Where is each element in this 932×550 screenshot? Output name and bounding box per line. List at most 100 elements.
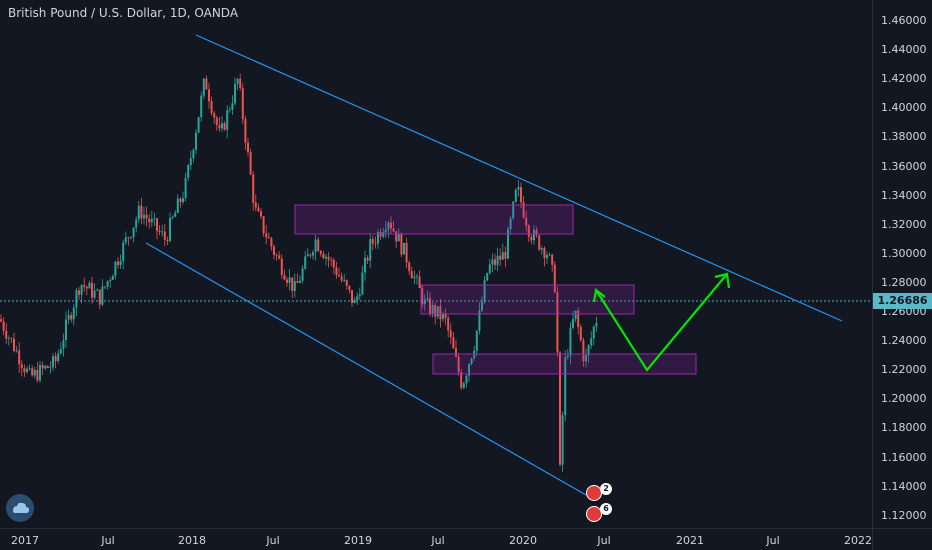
candle-body [65, 319, 67, 341]
candle-body [96, 289, 99, 291]
tradingview-cloud-icon[interactable] [6, 494, 34, 522]
candle-body [26, 368, 28, 373]
candle-body [72, 307, 75, 320]
candle-body [182, 198, 184, 202]
price-tick-label: 1.44000 [881, 43, 927, 57]
time-axis[interactable]: 2017 Jul 2018 Jul 2019 Jul 2020 Jul 2021 Jul 2022 [0, 528, 872, 550]
candle-body [361, 272, 364, 295]
candle-body [403, 242, 405, 255]
candle-body [231, 103, 234, 110]
candle-body [205, 78, 208, 90]
candle-body [80, 285, 83, 295]
candle-body [156, 218, 158, 231]
candle-body [239, 79, 242, 89]
candle-body [46, 365, 49, 368]
candle-body [439, 306, 442, 320]
candle-body [366, 257, 369, 261]
candle-body [78, 290, 80, 295]
candle-body [533, 229, 535, 241]
candle-body [559, 352, 561, 465]
projection-arrow-path[interactable] [595, 273, 728, 372]
candle-body [20, 364, 23, 369]
candle-body [75, 290, 78, 308]
price-axis[interactable]: 1.46000 1.44000 1.42000 1.40000 1.38000 1.360… [872, 0, 932, 528]
candle-body [143, 214, 145, 219]
candle-body [150, 218, 153, 223]
candle-body [41, 364, 44, 369]
candle-body [124, 237, 127, 243]
candle-body [478, 310, 481, 331]
time-tick-label: 2017 [11, 534, 39, 547]
candle-body [39, 364, 41, 381]
candle-body [109, 279, 112, 282]
candle-body [335, 267, 338, 276]
candle-body [390, 222, 392, 229]
candle-body [119, 261, 122, 265]
candle-body [400, 234, 403, 255]
candle-body [221, 123, 223, 129]
supply-zone-middle[interactable] [420, 284, 635, 315]
demand-zone-lower[interactable] [432, 353, 697, 375]
candle-body [265, 233, 268, 238]
candle-body [345, 280, 348, 286]
candle-body [135, 219, 138, 228]
projection-arrowhead-start [592, 287, 606, 303]
candle-body [273, 246, 275, 255]
candle-body [421, 288, 424, 305]
price-tick-label: 1.20000 [881, 392, 927, 406]
candle-body [418, 276, 421, 289]
candle-body [504, 252, 507, 259]
candle-body [174, 212, 177, 217]
candle-body [564, 357, 567, 416]
candle-body [293, 281, 296, 291]
time-tick-label: 2019 [344, 534, 372, 547]
upper-trendline[interactable] [195, 34, 843, 322]
candle-body [278, 255, 281, 259]
candle-body [319, 251, 322, 254]
candle-body [15, 350, 18, 352]
candle-body [595, 322, 598, 327]
candle-body [465, 375, 468, 384]
candle-body [574, 310, 577, 320]
symbol-title[interactable]: British Pound / U.S. Dollar, 1D, OANDA [8, 6, 239, 20]
candle-body [236, 79, 239, 84]
candle-body [340, 276, 343, 281]
candle-body [254, 202, 257, 208]
candle-body [496, 255, 499, 265]
candle-body [13, 338, 15, 352]
candle-body [247, 142, 249, 152]
candle-body [530, 236, 533, 241]
candle-body [358, 294, 361, 297]
supply-zone-upper[interactable] [294, 204, 574, 235]
candle-body [538, 235, 541, 250]
axis-corner [872, 528, 932, 550]
candle-body [364, 257, 366, 273]
candle-body [397, 234, 400, 242]
candle-body [59, 348, 62, 354]
candle-body [473, 350, 476, 359]
candle-body [374, 243, 377, 245]
candle-body [98, 289, 101, 305]
ideas-badge-icon[interactable] [586, 506, 602, 522]
candle-body [582, 340, 585, 362]
candle-body [33, 369, 36, 376]
candle-body [577, 310, 580, 327]
candle-body [509, 218, 512, 229]
candle-body [286, 279, 288, 283]
candle-body [0, 319, 2, 322]
candle-body [10, 337, 13, 339]
time-tick-label: Jul [431, 534, 445, 547]
candle-body [431, 305, 434, 315]
candle-body [106, 281, 109, 287]
candle-body [153, 218, 156, 220]
candle-body [452, 337, 455, 349]
candle-body [429, 298, 431, 315]
candle-body [590, 338, 593, 346]
chart-area[interactable]: British Pound / U.S. Dollar, 1D, OANDA 2… [0, 0, 872, 528]
candle-body [208, 89, 210, 102]
price-chart[interactable] [0, 0, 872, 528]
time-tick-label: Jul [597, 534, 611, 547]
lower-trendline[interactable] [145, 242, 587, 496]
candle-body [540, 248, 543, 250]
candle-body [195, 132, 197, 150]
